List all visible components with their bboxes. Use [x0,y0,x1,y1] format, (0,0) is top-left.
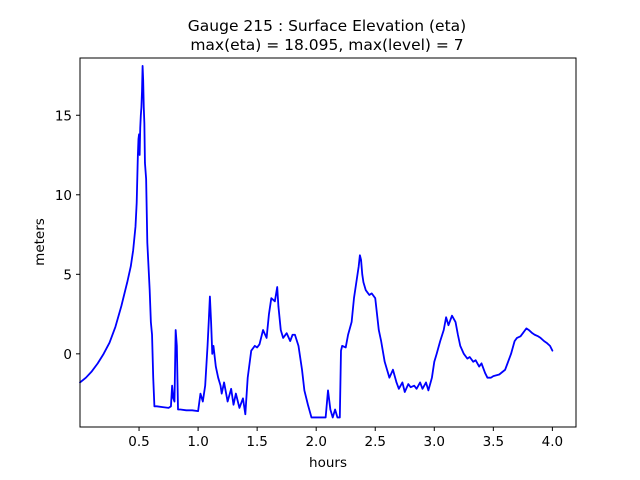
y-tick-label: 0 [63,347,72,363]
y-tick-label: 10 [55,188,72,204]
x-tick-label: 1.0 [187,434,208,450]
chart-subtitle: max(eta) = 18.095, max(level) = 7 [190,36,463,54]
x-axis-label: hours [309,455,347,471]
x-tick-label: 0.5 [128,434,149,450]
y-tick-label: 5 [63,267,72,283]
x-tick-label: 1.5 [246,434,267,450]
y-axis-ticks: 0 5 10 15 [55,108,80,363]
x-tick-label: 4.0 [542,434,563,450]
axes-frame [79,57,577,428]
x-tick-label: 3.5 [483,434,504,450]
y-tick-label: 15 [55,108,72,124]
chart-title: Gauge 215 : Surface Elevation (eta) [188,17,466,35]
y-axis-label: meters [32,218,48,266]
series-layer [79,65,554,419]
x-tick-label: 2.0 [305,434,326,450]
x-tick-label: 2.5 [364,434,385,450]
x-axis-ticks: 0.5 1.0 1.5 2.0 2.5 3.0 3.5 4.0 [128,427,563,450]
series-line-eta [79,65,554,419]
x-tick-label: 3.0 [424,434,445,450]
